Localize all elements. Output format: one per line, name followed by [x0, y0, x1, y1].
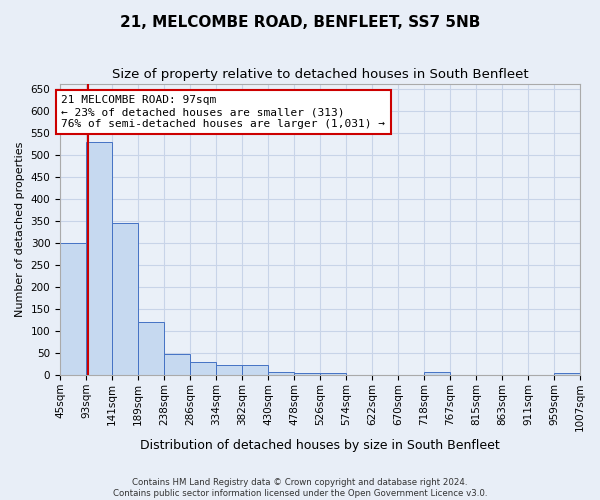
- Bar: [424, 372, 450, 375]
- Bar: [216, 366, 242, 375]
- Bar: [294, 373, 320, 375]
- Bar: [112, 223, 138, 375]
- Text: 21, MELCOMBE ROAD, BENFLEET, SS7 5NB: 21, MELCOMBE ROAD, BENFLEET, SS7 5NB: [120, 15, 480, 30]
- Bar: [554, 373, 580, 375]
- X-axis label: Distribution of detached houses by size in South Benfleet: Distribution of detached houses by size …: [140, 440, 500, 452]
- Bar: [268, 372, 294, 375]
- Bar: [86, 142, 112, 375]
- Bar: [138, 322, 164, 375]
- Bar: [320, 373, 346, 375]
- Bar: [190, 362, 216, 375]
- Bar: [164, 354, 190, 375]
- Title: Size of property relative to detached houses in South Benfleet: Size of property relative to detached ho…: [112, 68, 529, 80]
- Text: Contains HM Land Registry data © Crown copyright and database right 2024.
Contai: Contains HM Land Registry data © Crown c…: [113, 478, 487, 498]
- Bar: [60, 243, 86, 375]
- Y-axis label: Number of detached properties: Number of detached properties: [15, 142, 25, 318]
- Bar: [242, 366, 268, 375]
- Text: 21 MELCOMBE ROAD: 97sqm
← 23% of detached houses are smaller (313)
76% of semi-d: 21 MELCOMBE ROAD: 97sqm ← 23% of detache…: [61, 96, 385, 128]
